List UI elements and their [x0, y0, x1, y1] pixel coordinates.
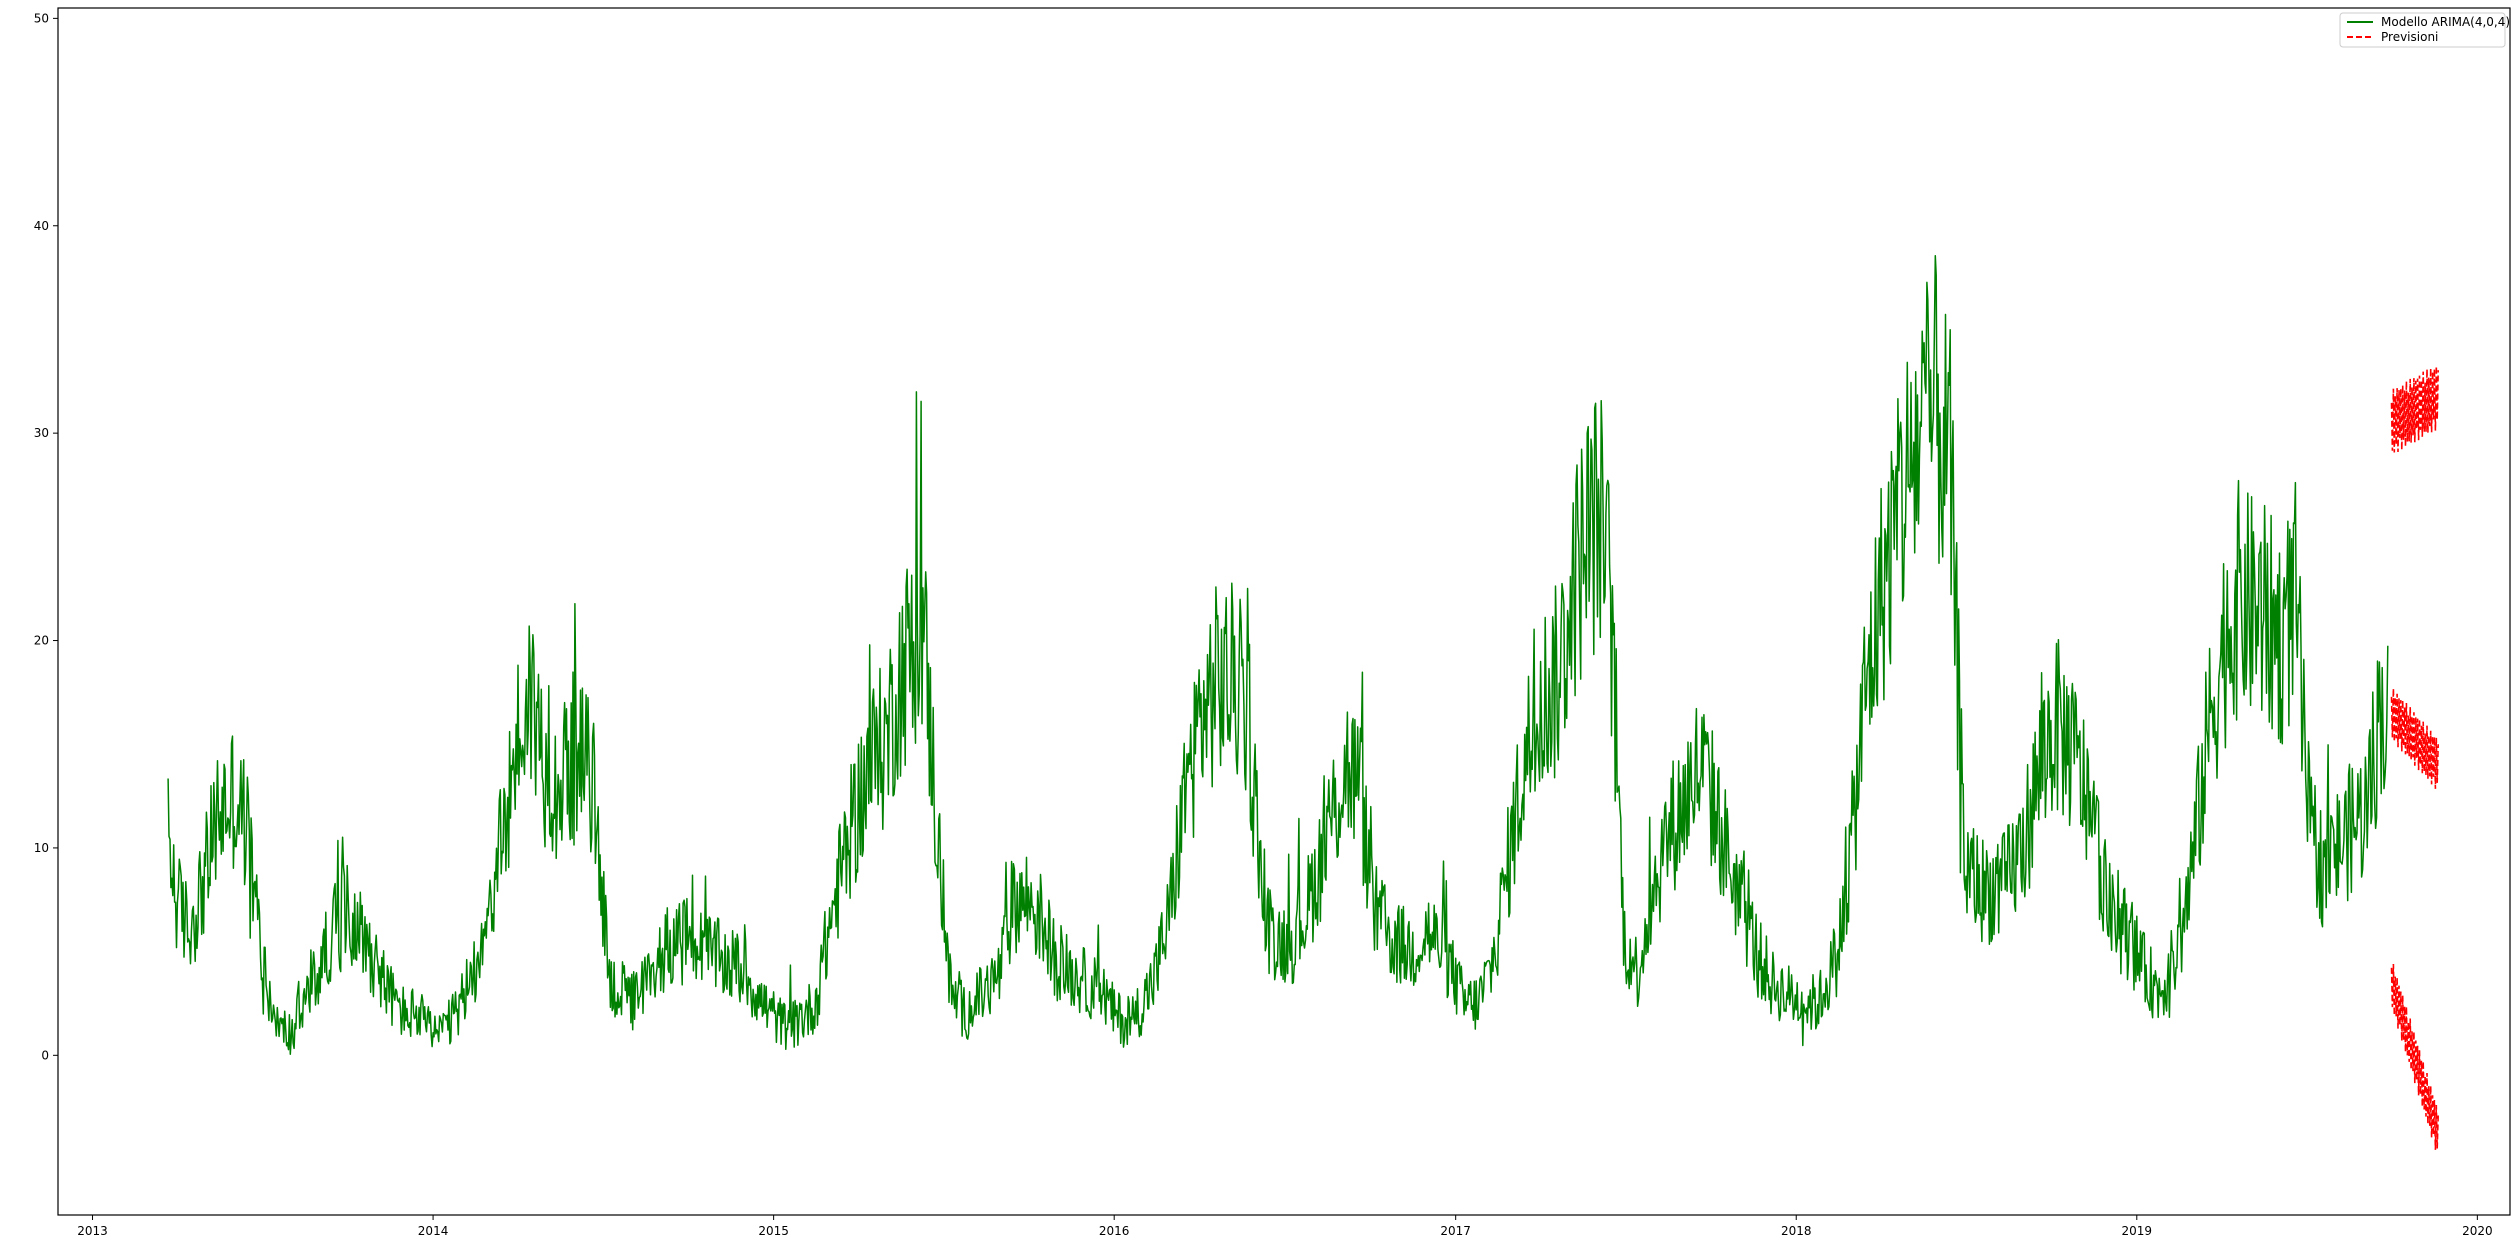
x-tick-label: 2013 — [77, 1224, 108, 1238]
y-tick-label: 40 — [34, 219, 49, 233]
x-tick-label: 2020 — [2462, 1224, 2493, 1238]
x-tick-label: 2017 — [1440, 1224, 1471, 1238]
plot-area — [167, 255, 2439, 1150]
series-line-model — [167, 255, 2389, 1055]
series-line-forecast-1 — [2390, 366, 2439, 453]
y-axis: 0 10 20 30 40 50 — [34, 11, 58, 1062]
y-tick-label: 10 — [34, 841, 49, 855]
x-tick-label: 2014 — [418, 1224, 449, 1238]
y-tick-label: 30 — [34, 426, 49, 440]
series-line-forecast-2 — [2390, 688, 2439, 789]
x-tick-label: 2015 — [758, 1224, 789, 1238]
x-tick-label: 2016 — [1099, 1224, 1130, 1238]
legend-label-forecast: Previsioni — [2381, 30, 2438, 44]
y-tick-label: 50 — [34, 11, 49, 25]
y-tick-label: 20 — [34, 634, 49, 648]
y-tick-label: 0 — [41, 1048, 49, 1062]
x-axis: 2013 2014 2015 2016 2017 2018 2019 2020 — [77, 1215, 2493, 1238]
x-tick-label: 2019 — [2122, 1224, 2153, 1238]
axes-frame — [57, 7, 2511, 1216]
legend-box — [2339, 12, 2506, 48]
x-tick-label: 2018 — [1781, 1224, 1812, 1238]
legend-label-model: Modello ARIMA(4,0,4) — [2381, 15, 2510, 29]
legend: Modello ARIMA(4,0,4) Previsioni — [2339, 12, 2510, 48]
series-line-forecast-3 — [2390, 963, 2439, 1150]
